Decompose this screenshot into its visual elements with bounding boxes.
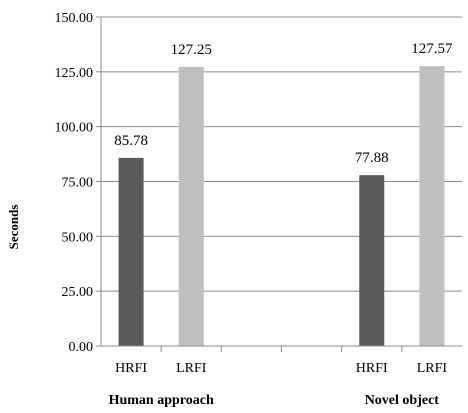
data-label: 127.57 bbox=[411, 41, 453, 57]
group-label: Novel object bbox=[365, 393, 440, 408]
x-tick-label: HRFI bbox=[356, 361, 388, 376]
gridlines bbox=[101, 16, 462, 292]
bar bbox=[118, 157, 144, 346]
data-label: 127.25 bbox=[171, 42, 212, 58]
y-axis-label: Seconds bbox=[6, 205, 21, 250]
bars bbox=[118, 66, 445, 347]
y-tick-label: 50.00 bbox=[62, 230, 94, 245]
y-axis-ticks: 0.00 25.00 50.00 75.00 100.00 125.00 150.00 bbox=[55, 11, 101, 355]
bar bbox=[359, 175, 385, 346]
y-tick-label: 75.00 bbox=[62, 176, 94, 191]
bar bbox=[419, 66, 445, 346]
y-tick-label: 25.00 bbox=[62, 285, 94, 300]
labels: 85.78 HRFI 127.25 LRFI Human approach 77.88 HR… bbox=[109, 41, 453, 408]
bar bbox=[178, 66, 204, 347]
axes bbox=[100, 17, 462, 352]
y-tick-label: 100.00 bbox=[55, 121, 94, 136]
data-label: 85.78 bbox=[114, 133, 148, 149]
y-tick-label: 150.00 bbox=[55, 11, 94, 26]
x-tick-label: LRFI bbox=[176, 361, 207, 376]
y-tick-label: 0.00 bbox=[69, 340, 94, 355]
x-tick-label: LRFI bbox=[417, 361, 448, 376]
y-tick-label: 125.00 bbox=[55, 66, 94, 81]
group-label: Human approach bbox=[109, 393, 214, 408]
data-label: 77.88 bbox=[355, 150, 389, 166]
x-tick-label: HRFI bbox=[115, 361, 147, 376]
